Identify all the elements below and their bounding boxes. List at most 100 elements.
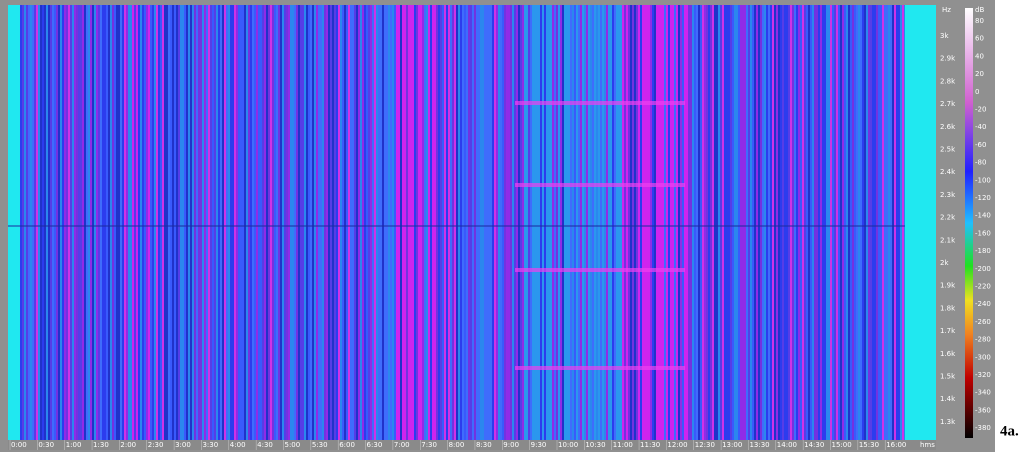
spectrogram-stripe <box>236 5 238 440</box>
spectrogram-stripe <box>560 5 562 440</box>
spectrogram-stripe <box>442 5 444 440</box>
spectrogram-stripe <box>884 5 886 440</box>
spectrogram-stripe <box>804 5 806 440</box>
spectrogram-stripe <box>150 5 152 440</box>
spectrogram-stripe <box>136 5 138 440</box>
frequency-label: 2.4k <box>940 168 956 176</box>
spectrogram-stripe <box>132 5 134 440</box>
spectrogram-stripe <box>630 5 632 440</box>
spectrogram-stripe <box>360 5 362 440</box>
scale-label: -60 <box>975 141 986 149</box>
spectrogram-stripe <box>38 5 40 440</box>
spectrogram-stripe <box>648 5 650 440</box>
spectrogram-stripe <box>244 5 246 440</box>
spectrogram-stripe <box>802 5 804 440</box>
spectrogram-stripe <box>426 5 428 440</box>
frequency-label: 2.6k <box>940 123 956 131</box>
spectrogram-stripe <box>468 5 470 440</box>
spectrogram-stripe <box>134 5 136 440</box>
spectrogram-stripe <box>64 5 66 440</box>
spectrogram-stripe <box>354 5 356 440</box>
spectrogram-stripe <box>642 5 644 440</box>
spectrogram-stripe <box>420 5 422 440</box>
spectrogram-stripe <box>288 5 290 440</box>
spectrogram-stripe <box>296 5 298 440</box>
time-label: 10:30 <box>585 441 605 449</box>
spectrogram-stripe <box>536 5 538 440</box>
time-label: 5:30 <box>312 441 328 449</box>
spectrogram-stripe <box>888 5 890 440</box>
spectrogram-stripe <box>622 5 624 440</box>
spectrogram-stripe <box>850 5 852 440</box>
spectrogram-stripe <box>202 5 204 440</box>
spectrogram-stripe <box>218 5 220 440</box>
spectrogram-stripe <box>302 5 304 440</box>
spectrogram-stripe <box>798 5 800 440</box>
spectrogram-stripe <box>44 5 46 440</box>
spectrogram-stripe <box>754 5 756 440</box>
spectrogram-stripe <box>120 5 122 440</box>
spectrogram-stripe <box>530 5 532 440</box>
tone-line <box>515 183 685 187</box>
spectrogram-stripe <box>418 5 420 440</box>
spectrogram-stripe <box>462 5 464 440</box>
spectrogram-stripe <box>756 5 758 440</box>
spectrogram-stripe <box>320 5 322 440</box>
spectrogram-stripe <box>122 5 124 440</box>
spectrogram-stripe <box>306 5 308 440</box>
spectrogram-stripe <box>110 5 112 440</box>
spectrogram-stripe <box>98 5 100 440</box>
scale-label: -20 <box>975 106 986 114</box>
spectrogram-stripe <box>206 5 208 440</box>
scale-label: -140 <box>975 212 991 220</box>
scale-label: -240 <box>975 300 991 308</box>
spectrogram-stripe <box>682 5 684 440</box>
frequency-unit: Hz <box>942 6 951 14</box>
spectrogram-stripe <box>568 5 570 440</box>
frequency-label: 1.7k <box>940 327 956 335</box>
spectrogram-stripe <box>186 5 188 440</box>
spectrogram-stripe <box>640 5 642 440</box>
spectrogram-stripe <box>170 5 172 440</box>
spectrogram-stripe <box>52 5 54 440</box>
spectrogram-stripe <box>322 5 324 440</box>
spectrogram-stripe <box>242 5 244 440</box>
spectrogram-stripe <box>822 5 824 440</box>
frequency-label: 1.6k <box>940 350 956 358</box>
spectrogram-stripe <box>854 5 856 440</box>
time-label: 0:00 <box>11 441 27 449</box>
time-label: 13:00 <box>722 441 742 449</box>
spectrogram-stripe <box>84 5 86 440</box>
spectrogram-stripe <box>554 5 556 440</box>
spectrogram-stripe <box>674 5 676 440</box>
spectrogram-stripe <box>572 5 574 440</box>
spectrogram-stripe <box>286 5 288 440</box>
spectrogram-stripe <box>766 5 768 440</box>
spectrogram-stripe <box>874 5 876 440</box>
spectrogram-stripe <box>532 5 534 440</box>
spectrogram-stripe <box>566 5 568 440</box>
spectrogram-stripe <box>366 5 368 440</box>
spectrogram-stripe <box>272 5 274 440</box>
spectrogram-stripe <box>730 5 732 440</box>
spectrogram-stripe <box>192 5 194 440</box>
spectrogram-stripe <box>190 5 192 440</box>
spectrogram-stripe <box>378 5 380 440</box>
spectrogram-stripe <box>894 5 896 440</box>
spectrogram-stripe <box>408 5 410 440</box>
spectrogram-stripe <box>108 5 110 440</box>
spectrogram-stripe <box>472 5 474 440</box>
spectrogram-stripe <box>282 5 284 440</box>
spectrogram-stripe <box>456 5 458 440</box>
spectrogram-stripe <box>826 5 828 440</box>
time-label: 5:00 <box>285 441 301 449</box>
spectrogram-stripe <box>138 5 140 440</box>
spectrogram-stripe <box>870 5 872 440</box>
spectrogram-stripe <box>80 5 82 440</box>
spectrogram-stripe <box>810 5 812 440</box>
spectrogram-stripe <box>48 5 50 440</box>
spectrogram-stripe <box>588 5 590 440</box>
spectrogram-stripe <box>492 5 494 440</box>
spectrogram-stripe <box>458 5 460 440</box>
spectrogram-stripe <box>428 5 430 440</box>
